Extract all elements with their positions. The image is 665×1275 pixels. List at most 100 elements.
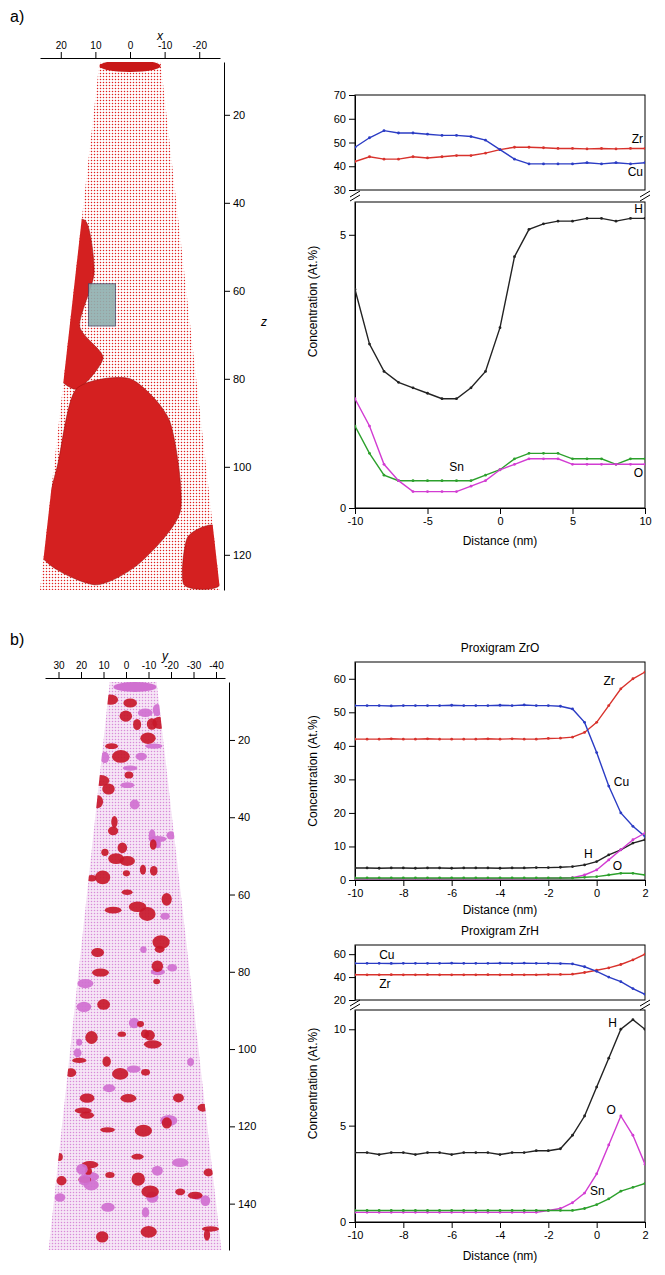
data-point: [571, 865, 574, 868]
chart-title: Proxigram ZrO: [461, 641, 540, 655]
tick-mark: [224, 379, 230, 380]
data-point: [607, 853, 610, 856]
isosurface: [111, 816, 117, 828]
series-points: [355, 397, 645, 493]
tick-mark: [59, 672, 60, 678]
tick: 70: [334, 89, 355, 101]
data-point: [499, 1153, 502, 1156]
data-point: [441, 397, 444, 400]
axis-line: [224, 63, 225, 591]
isosurface: [133, 719, 141, 730]
data-point: [511, 962, 514, 965]
data-point: [583, 876, 586, 879]
tick: 10: [639, 508, 651, 527]
axis: 204060: [334, 946, 356, 1007]
series-points: [355, 872, 645, 879]
data-point: [644, 953, 645, 956]
data-point: [547, 973, 550, 976]
axis-title: Concentration (At.%): [306, 246, 320, 357]
axis: -10-50510: [348, 508, 652, 527]
tick: 20: [56, 40, 68, 58]
data-point: [644, 671, 645, 674]
data-point: [644, 217, 645, 220]
isosurface: [141, 1186, 159, 1198]
data-point: [513, 457, 516, 460]
data-point: [414, 1153, 417, 1156]
series-points: [355, 129, 645, 165]
tick-mark: [500, 1222, 501, 1228]
data-point: [450, 962, 453, 965]
data-point: [487, 962, 490, 965]
data-point: [523, 877, 526, 880]
data-point: [426, 737, 429, 740]
data-point: [595, 721, 598, 724]
tick: 60: [334, 113, 355, 125]
series-points: [355, 962, 645, 996]
series-label: Zr: [379, 977, 390, 991]
tick-mark: [403, 880, 404, 886]
data-point: [632, 1018, 635, 1021]
series-line: [355, 131, 645, 164]
data-point: [414, 877, 417, 880]
data-point: [629, 217, 632, 220]
tick-mark: [349, 1222, 355, 1223]
tick-mark: [216, 672, 217, 678]
data-point: [426, 1209, 429, 1212]
data-point: [571, 1134, 574, 1137]
data-point: [378, 867, 381, 870]
tick: 0: [340, 502, 355, 514]
data-point: [528, 146, 531, 149]
tick-label: 0: [340, 502, 346, 514]
data-point: [355, 425, 356, 428]
data-point: [535, 962, 538, 965]
data-point: [378, 973, 381, 976]
isosurface: [80, 1094, 95, 1103]
data-point: [632, 1134, 635, 1137]
data-point: [595, 875, 598, 878]
isosurface: [162, 1117, 172, 1128]
data-point: [402, 738, 405, 741]
data-point: [355, 877, 356, 880]
axis-break-gap: [639, 1001, 651, 1009]
tick-mark: [126, 672, 127, 678]
data-point: [426, 867, 429, 870]
tick-mark: [349, 235, 355, 236]
isosurface: [175, 1188, 185, 1195]
isosurface: [182, 525, 221, 589]
data-point: [535, 973, 538, 976]
data-point: [547, 877, 550, 880]
data-point: [474, 738, 477, 741]
data-point: [355, 867, 356, 870]
tick-mark: [500, 508, 501, 514]
data-point: [450, 1153, 453, 1156]
isosurface: [130, 799, 140, 809]
specimen: [49, 682, 222, 1250]
tick-label: -2: [544, 887, 554, 899]
axis-line: [41, 58, 221, 59]
data-point: [499, 877, 502, 880]
tick-label: 20: [76, 660, 88, 671]
data-point: [426, 157, 429, 160]
tick-mark: [573, 508, 574, 514]
data-point: [474, 973, 477, 976]
data-point: [513, 255, 516, 258]
tick-label: 30: [334, 184, 346, 196]
isosurface: [105, 1172, 114, 1178]
isosurface: [91, 948, 104, 957]
isosurface: [120, 1094, 136, 1103]
tick: -6: [447, 1222, 457, 1241]
data-point: [487, 877, 490, 880]
data-point: [595, 751, 598, 754]
axis-title: Concentration (At.%): [306, 1028, 320, 1139]
data-point: [511, 877, 514, 880]
series-label: O: [613, 859, 622, 873]
tick: 40: [229, 811, 250, 823]
data-point: [523, 962, 526, 965]
tick: -2: [544, 880, 554, 899]
tick-label: 140: [238, 1198, 256, 1210]
data-point: [438, 704, 441, 707]
isosurface: [76, 1002, 91, 1012]
data-point: [378, 877, 381, 880]
isosurface: [198, 1104, 209, 1112]
tick: -4: [496, 880, 506, 899]
